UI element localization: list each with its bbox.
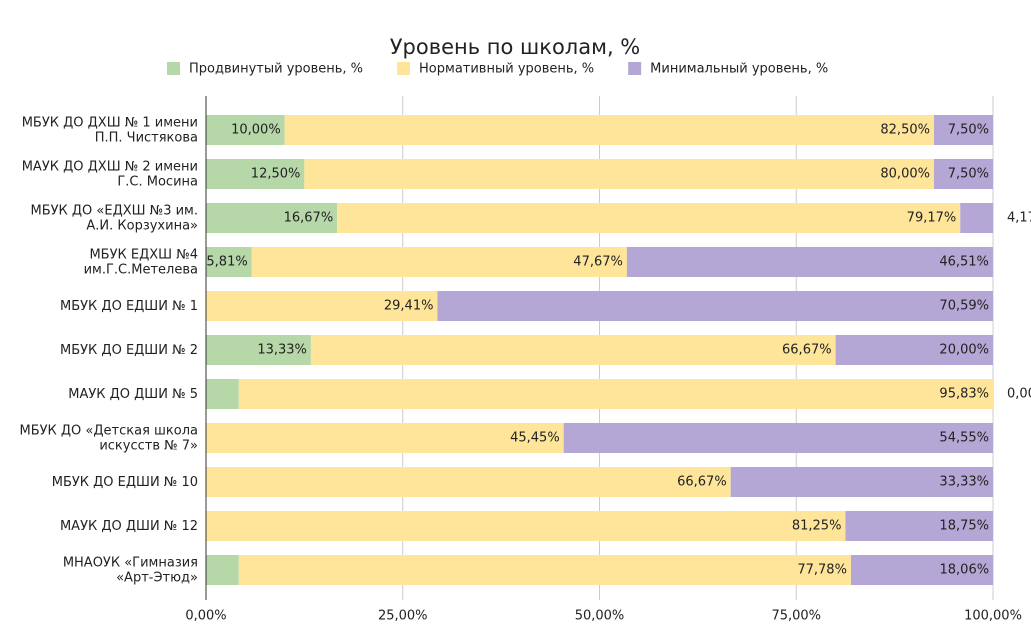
bar-segment [437,291,994,321]
value-label: 33,33% [939,475,989,490]
bar-segment [933,159,993,189]
y-tick-label: МБУК ДО «ЕДХШ №3 им. А.И. Корзухина» [30,203,198,233]
x-tick-label: 50,00% [575,609,625,624]
x-tick-label: 75,00% [771,609,821,624]
bar-segment [206,203,338,233]
value-label: 95,83% [939,387,989,402]
chart-title: Уровень по школам, % [390,35,641,59]
bar-segment [835,335,993,365]
bar-segment [845,511,993,541]
bar-segment [206,511,846,541]
value-label: 7,50% [948,123,989,138]
y-tick-label: МАУК ДО ДШИ № 12 [60,519,198,534]
bar-segment [304,159,934,189]
value-label: 13,33% [257,343,307,358]
bar-segment [206,291,438,321]
value-label: 82,50% [880,123,930,138]
x-tick-label: 100,00% [964,609,1022,624]
value-label: 46,51% [939,255,989,270]
bar-segment [206,379,239,409]
value-label: 79,17% [907,211,957,226]
y-tick-label: МБУК ДО ЕДШИ № 1 [60,299,198,314]
value-label: 20,00% [939,343,989,358]
value-label: 18,06% [940,563,990,578]
value-label: 29,41% [384,299,434,314]
y-tick-label: МБУК ДО ДХШ № 1 имени П.П. Чистякова [22,115,198,145]
bar-segment [337,203,961,233]
y-tick-label: МАУК ДО ДШИ № 5 [68,387,198,402]
bar-segment [933,115,993,145]
x-tick-label: 0,00% [185,609,226,624]
value-label: 80,00% [880,167,930,182]
bar-segment [251,247,627,277]
value-label: 18,75% [939,519,989,534]
legend-swatch [167,62,180,75]
legend-label: Продвинутый уровень, % [189,62,363,77]
y-tick-label: МБУК ДО ЕДШИ № 2 [60,343,198,358]
bar-segment [206,555,239,585]
legend-label: Минимальный уровень, % [650,62,828,77]
bar-segment [206,159,305,189]
bar-segment [730,467,993,497]
y-tick-label: МБУК ДО ЕДШИ № 10 [52,475,198,490]
y-tick-label: МНАОУК «Гимназия «Арт-Этюд» [63,555,198,585]
bar-segment [563,423,993,453]
x-tick-label: 25,00% [378,609,428,624]
value-label: 70,59% [939,299,989,314]
bar-segment [206,247,252,277]
value-label: 81,25% [792,519,842,534]
bar-segment [284,115,934,145]
legend-swatch [397,62,411,75]
bar-segment [850,555,994,585]
y-tick-label: МАУК ДО ДХШ № 2 имени Г.С. Мосина [22,159,198,189]
value-label: 12,50% [251,167,301,182]
legend-swatch [628,62,642,75]
bar-segment [626,247,993,277]
value-label: 4,17% [1007,211,1031,226]
legend-label: Нормативный уровень, % [419,62,594,77]
value-label: 77,78% [797,563,847,578]
bar-segment [238,379,994,409]
value-label: 16,67% [284,211,334,226]
y-tick-label: МБУК ЕДХШ №4 им.Г.С.Метелева [84,247,198,277]
bar-segment [206,467,731,497]
bar-segment [238,555,851,585]
value-label: 10,00% [231,123,281,138]
bar-segment [310,335,836,365]
value-label: 66,67% [782,343,832,358]
bar-segment [206,115,285,145]
bar-segment [960,203,994,233]
y-tick-label: МБУК ДО «Детская школа искусств № 7» [19,423,198,453]
value-label: 45,45% [510,431,560,446]
value-label: 66,67% [677,475,727,490]
value-label: 5,81% [206,255,247,270]
value-label: 7,50% [948,167,989,182]
value-label: 47,67% [573,255,623,270]
value-label: 0,00% [1007,387,1031,402]
bar-segment [206,423,564,453]
bar-segment [206,335,311,365]
value-label: 54,55% [939,431,989,446]
